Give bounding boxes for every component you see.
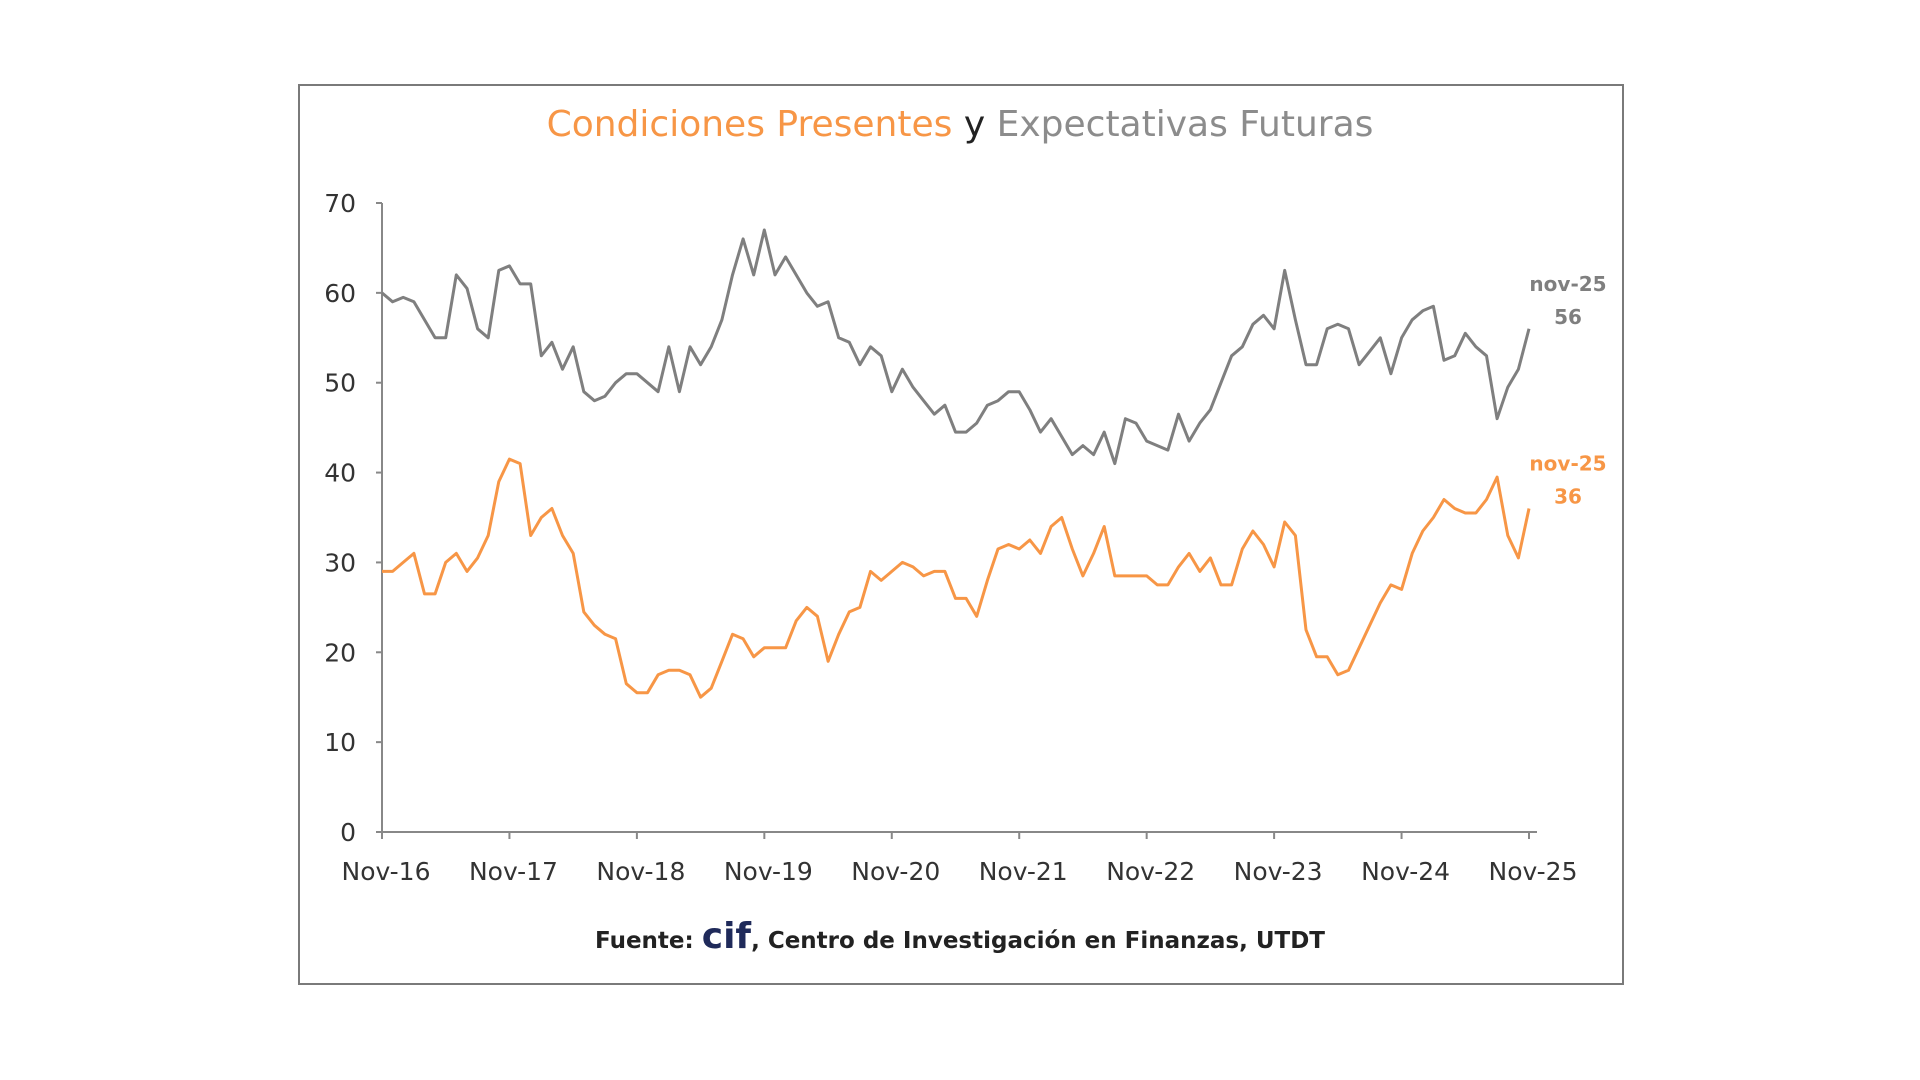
annotation-label: nov-25 bbox=[1529, 452, 1606, 476]
annotation-value: 36 bbox=[1554, 485, 1582, 509]
series-line-expectations bbox=[381, 228, 1531, 466]
chart-frame bbox=[298, 84, 1624, 985]
y-tick-label: 20 bbox=[324, 638, 356, 667]
y-tick-label: 10 bbox=[324, 728, 356, 757]
title-future-expectations: Expectativas Futuras bbox=[996, 104, 1374, 145]
chart-title: Condiciones Presentes y Expectativas Fut… bbox=[0, 104, 1920, 145]
x-tick-label: Nov-24 bbox=[1361, 857, 1450, 886]
cif-logo: cif bbox=[701, 916, 752, 957]
annotation-label: nov-25 bbox=[1529, 272, 1606, 296]
y-tick-label: 40 bbox=[324, 459, 356, 488]
x-tick-label: Nov-19 bbox=[724, 857, 813, 886]
source-text: , Centro de Investigación en Finanzas, U… bbox=[751, 928, 1325, 954]
title-conjunction: y bbox=[963, 104, 986, 145]
y-tick-label: 50 bbox=[324, 369, 356, 398]
x-tick-label: Nov-25 bbox=[1489, 857, 1578, 886]
x-tick-label: Nov-18 bbox=[596, 857, 685, 886]
y-tick-label: 30 bbox=[324, 548, 356, 577]
y-tick-label: 60 bbox=[324, 279, 356, 308]
series-line-present bbox=[382, 457, 1531, 699]
source-prefix: Fuente: bbox=[595, 928, 694, 954]
chart-source: Fuente: cif, Centro de Investigación en … bbox=[0, 916, 1920, 957]
annotation-value: 56 bbox=[1554, 305, 1582, 329]
title-present-conditions: Condiciones Presentes bbox=[546, 104, 953, 145]
y-tick-label: 70 bbox=[324, 189, 356, 218]
x-tick-label: Nov-16 bbox=[342, 857, 431, 886]
x-tick-label: Nov-20 bbox=[851, 857, 940, 886]
x-tick-label: Nov-17 bbox=[469, 857, 558, 886]
y-tick-label: 0 bbox=[340, 818, 356, 847]
x-tick-label: Nov-21 bbox=[979, 857, 1068, 886]
x-tick-label: Nov-23 bbox=[1234, 857, 1323, 886]
x-tick-label: Nov-22 bbox=[1106, 857, 1195, 886]
